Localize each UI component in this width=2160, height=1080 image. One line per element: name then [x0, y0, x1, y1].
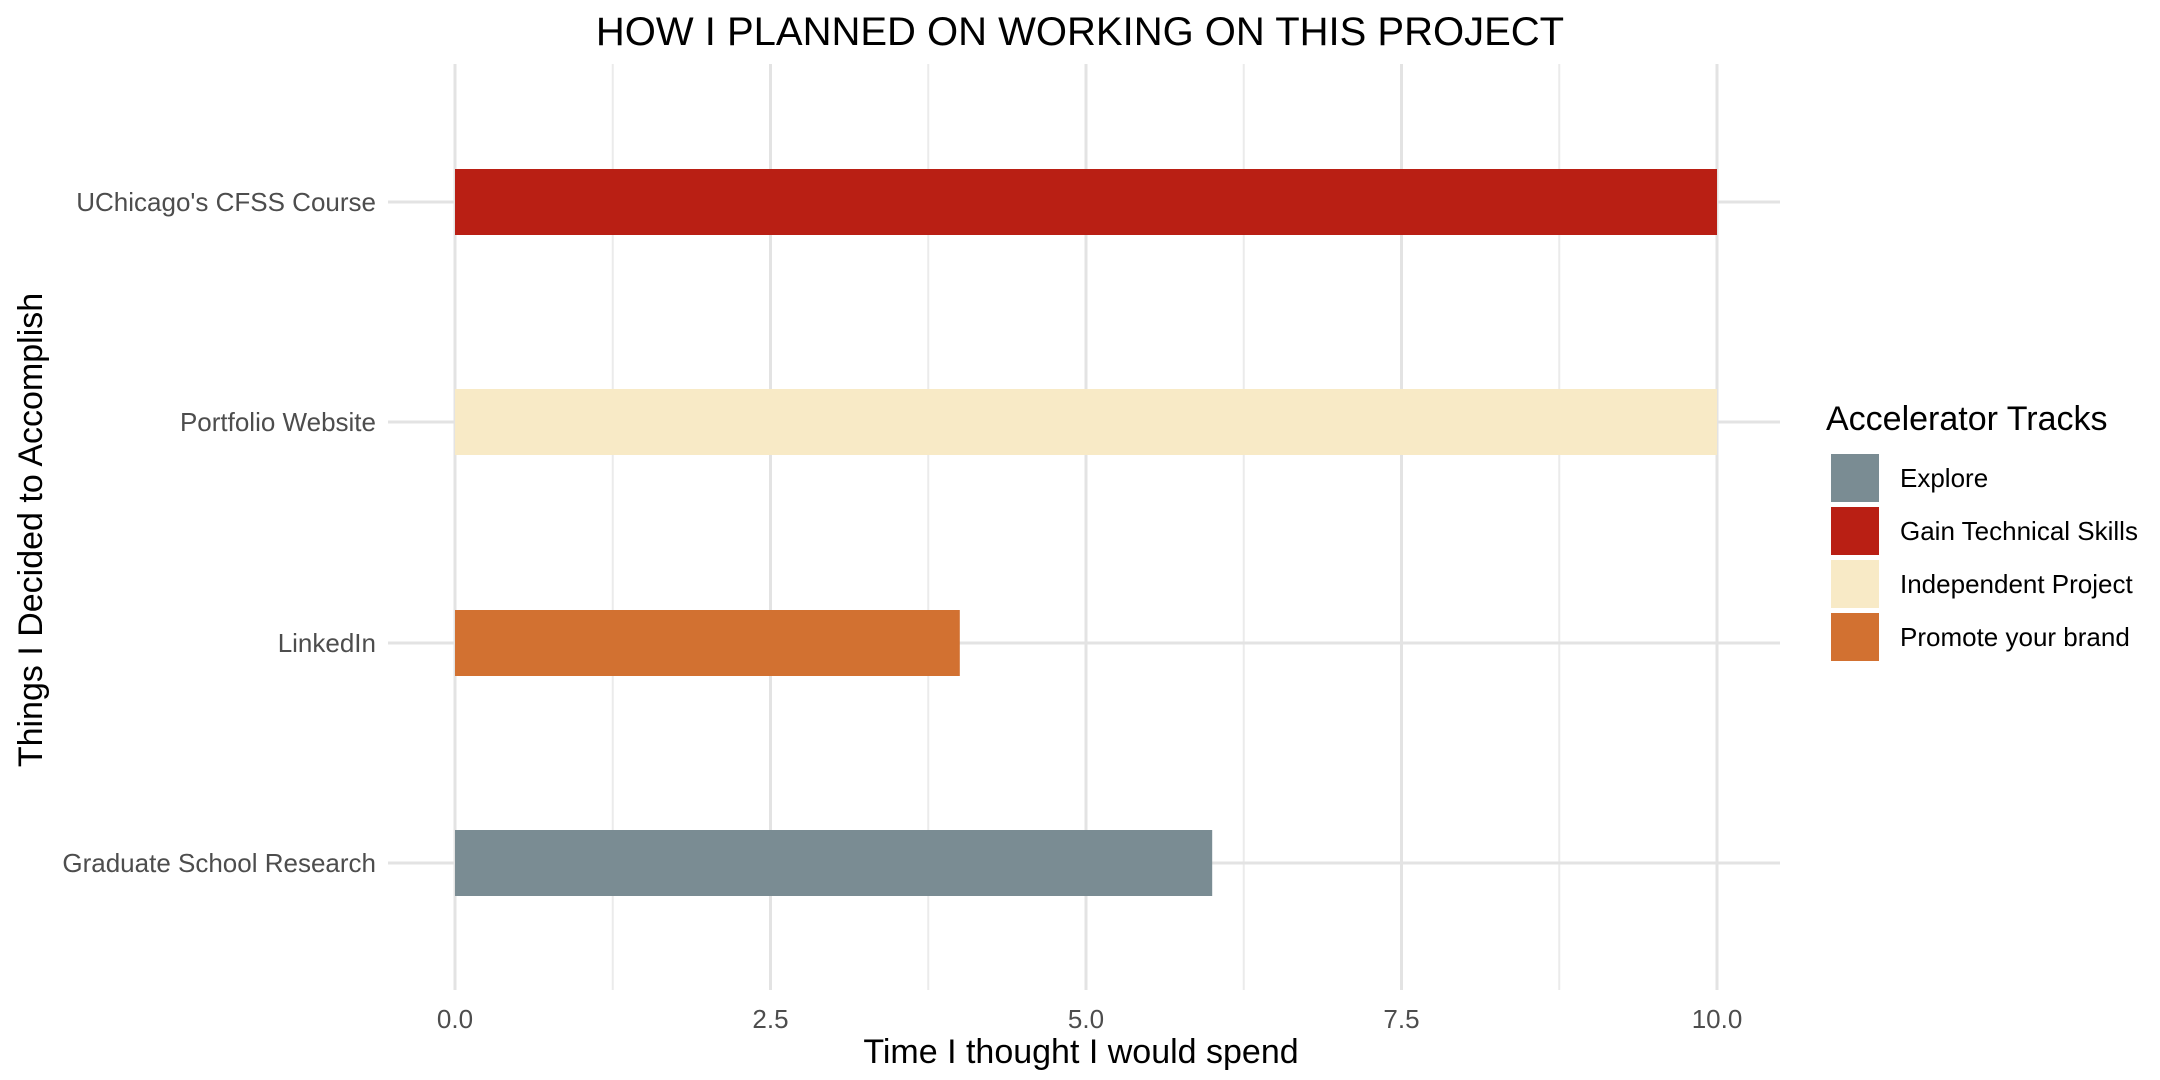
- bar: [455, 169, 1717, 235]
- y-tick-label: LinkedIn: [278, 628, 376, 658]
- bar: [455, 830, 1213, 896]
- legend: Accelerator Tracks Explore Gain Technical…: [1826, 400, 2138, 661]
- chart-title: HOW I PLANNED ON WORKING ON THIS PROJECT: [596, 10, 1564, 54]
- legend-key: [1831, 507, 1879, 555]
- bar: [455, 610, 960, 676]
- bar: [455, 389, 1717, 455]
- legend-label: Explore: [1900, 463, 1988, 493]
- x-tick-label: 10.0: [1692, 1004, 1743, 1034]
- x-tick-label: 7.5: [1383, 1004, 1419, 1034]
- x-axis-title: Time I thought I would spend: [863, 1033, 1298, 1071]
- y-axis-ticks: Graduate School Research LinkedIn Portfoli…: [62, 187, 376, 878]
- legend-key: [1831, 454, 1879, 502]
- legend-key: [1831, 613, 1879, 661]
- y-axis-title: Things I Decided to Accomplish: [12, 293, 50, 767]
- legend-label: Independent Project: [1900, 569, 2134, 599]
- legend-label: Gain Technical Skills: [1900, 516, 2138, 546]
- y-tick-label: UChicago's CFSS Course: [76, 187, 376, 217]
- y-tick-label: Portfolio Website: [180, 407, 376, 437]
- x-axis-ticks: 0.0 2.5 5.0 7.5 10.0: [437, 1004, 1742, 1034]
- x-tick-label: 5.0: [1068, 1004, 1104, 1034]
- legend-key: [1831, 560, 1879, 608]
- x-tick-label: 2.5: [752, 1004, 788, 1034]
- legend-entries: Explore Gain Technical Skills Independent …: [1831, 454, 2138, 661]
- legend-title: Accelerator Tracks: [1826, 400, 2108, 438]
- bars: [455, 169, 1717, 896]
- y-tick-label: Graduate School Research: [62, 848, 376, 878]
- x-tick-label: 0.0: [437, 1004, 473, 1034]
- legend-label: Promote your brand: [1900, 622, 2130, 652]
